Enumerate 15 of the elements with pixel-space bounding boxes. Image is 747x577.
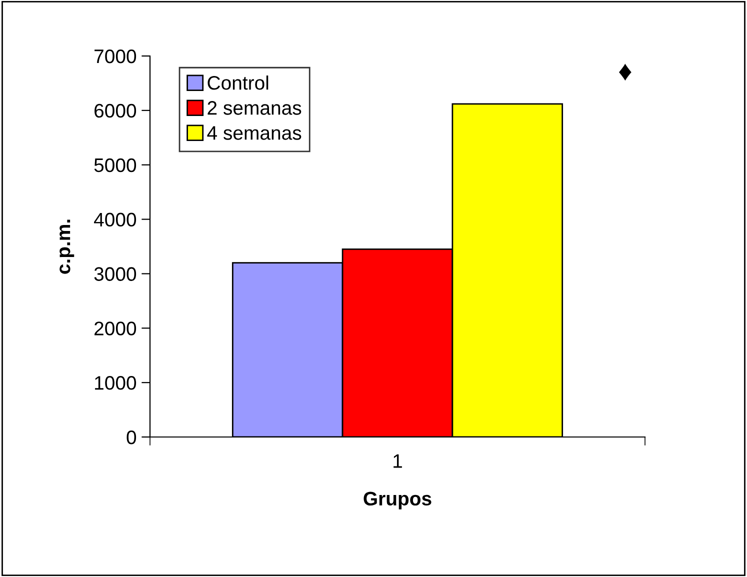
- y-tick-label: 2000: [94, 322, 136, 336]
- y-tick-label: 4000: [94, 212, 136, 227]
- y-tick-label: 0: [126, 430, 136, 444]
- x-tick-label: 1: [394, 454, 402, 468]
- y-tick-label: 5000: [94, 158, 136, 172]
- y-tick-label: 6000: [94, 104, 136, 118]
- x-axis-title: Grupos: [364, 492, 432, 510]
- annotation: ♦: [619, 64, 632, 81]
- legend-label: 4 semanas: [207, 126, 302, 140]
- legend-label: Control: [208, 76, 268, 90]
- y-tick-label: 7000: [94, 49, 136, 64]
- y-tick-label: 3000: [94, 267, 136, 281]
- y-tick-label: 1000: [95, 376, 136, 390]
- y-axis-title: c.p.m.: [60, 220, 74, 274]
- legend-label: 2 semanas: [208, 101, 302, 115]
